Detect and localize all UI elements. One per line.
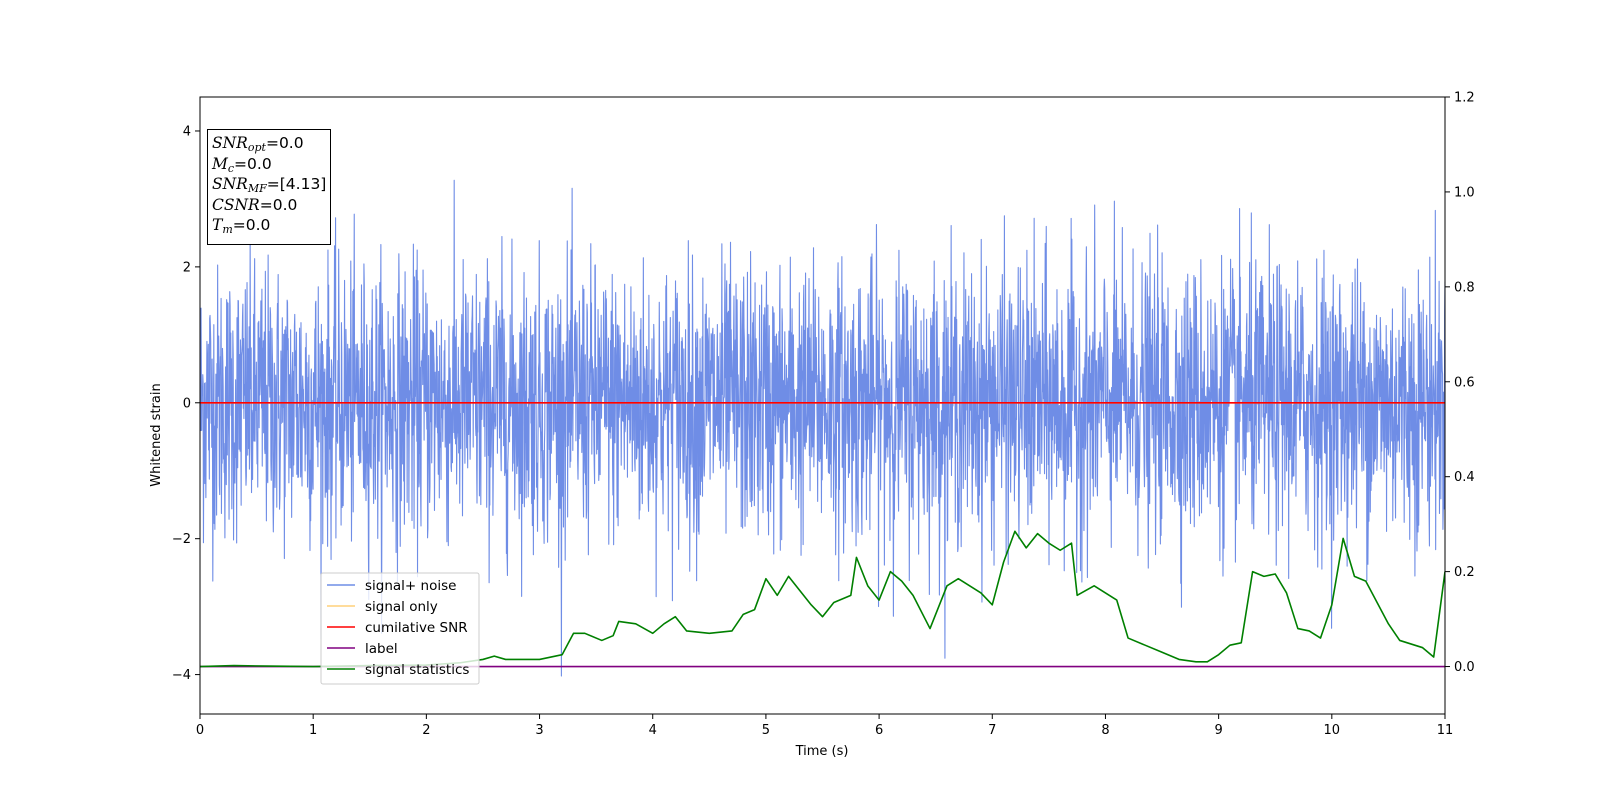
metric-tm: Tm=0.0	[212, 216, 271, 236]
legend: signal+ noise signal only cumilative SNR…	[320, 572, 480, 685]
x-tick-label: 9	[1214, 723, 1222, 738]
x-tick-label: 11	[1437, 723, 1454, 738]
y2-tick-label: 0.8	[1454, 280, 1475, 295]
metric-snr-opt: SNRopt=0.0	[212, 134, 304, 154]
x-axis-label: Time (s)	[795, 744, 849, 759]
x-tick-label: 1	[309, 723, 317, 738]
legend-label-signal-statistics: signal statistics	[365, 662, 469, 678]
legend-label-label: label	[365, 641, 398, 657]
metric-csnr: CSNR=0.0	[212, 195, 298, 214]
y-tick-label: 0	[183, 396, 191, 411]
metrics-box: SNRopt=0.0 Mc=0.0 SNRMF=[4.13] CSNR=0.0 …	[207, 129, 331, 245]
x-tick-label: 7	[988, 723, 996, 738]
legend-label-signal-noise: signal+ noise	[365, 578, 456, 594]
x-tick-label: 8	[1101, 723, 1109, 738]
metric-snr-mf: SNRMF=[4.13]	[212, 175, 327, 195]
y2-tick-label: 1.0	[1454, 185, 1475, 200]
plot-frame	[199, 96, 1446, 715]
y2-tick-label: 0.2	[1454, 565, 1475, 580]
legend-label-cumilative-snr: cumilative SNR	[365, 620, 468, 636]
x-tick-label: 4	[649, 723, 657, 738]
metric-mc: Mc=0.0	[212, 154, 272, 175]
x-tick-label: 2	[422, 723, 430, 738]
y-tick-label: 4	[183, 124, 191, 139]
y2-tick-label: 0.6	[1454, 375, 1475, 390]
ticks-layer: 0 1 2 3 4 5 6 7 8 9 10 11 −4 −2 0 2 4 0.0 0.2 0.4 0.6 0.8 1.0 1…	[172, 91, 1475, 739]
x-tick-label: 6	[875, 723, 883, 738]
y-tick-label: −2	[172, 532, 191, 547]
x-tick-label: 3	[535, 723, 543, 738]
y-axis-label: Whitened strain	[149, 383, 164, 486]
legend-frame	[320, 572, 480, 685]
y-tick-label: −4	[172, 668, 191, 683]
series-signal-noise	[200, 179, 1445, 677]
y2-tick-label: 0.0	[1454, 660, 1475, 675]
y2-tick-label: 1.2	[1454, 91, 1475, 106]
series-signal-statistics	[200, 530, 1445, 668]
legend-label-signal-only: signal only	[365, 599, 438, 615]
x-tick-label: 5	[762, 723, 770, 738]
y2-tick-label: 0.4	[1454, 470, 1475, 485]
x-tick-label: 10	[1324, 723, 1341, 738]
x-tick-label: 0	[196, 723, 204, 738]
y-tick-label: 2	[183, 260, 191, 275]
